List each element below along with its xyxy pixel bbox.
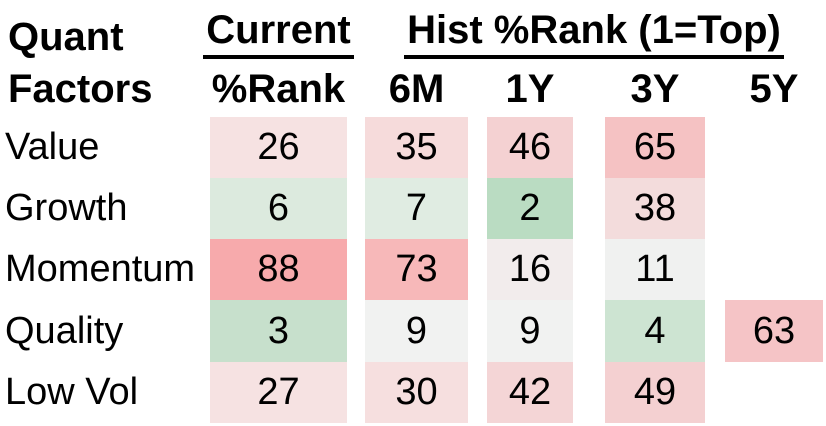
heatmap-cell-momentum-current: 88 — [210, 239, 347, 300]
row-label-value: Value — [5, 126, 100, 168]
hist-group-header-cell: Hist %Rank (1=Top) — [365, 0, 823, 60]
heatmap-cell-quality-3y: 4 — [605, 300, 705, 362]
column-header-1y: 1Y — [505, 66, 555, 111]
hist-group-header: Hist %Rank (1=Top) — [404, 8, 784, 59]
column-header-3y: 3Y — [630, 66, 680, 111]
heatmap-cell-growth-1y: 2 — [487, 178, 573, 239]
heatmap-cell-quality-6m: 9 — [365, 300, 468, 362]
column-header-5y: 5Y — [749, 66, 799, 111]
current-group-header: Current — [203, 8, 354, 59]
heatmap-cell-low-vol-current: 27 — [210, 362, 347, 423]
heatmap-cell-low-vol-3y: 49 — [605, 362, 705, 423]
heatmap-cell-growth-6m: 7 — [365, 178, 468, 239]
column-header-6m: 6M — [388, 66, 445, 111]
heatmap-cell-value-current: 26 — [210, 117, 347, 178]
table-title-line2: Factors — [8, 66, 153, 111]
current-group-header-cell: Current — [203, 0, 354, 60]
heatmap-cell-value-3y: 65 — [605, 117, 705, 178]
heatmap-cell-value-6m: 35 — [365, 117, 468, 178]
heatmap-cell-momentum-3y: 11 — [605, 239, 705, 300]
heatmap-cell-low-vol-1y: 42 — [487, 362, 573, 423]
table-title-line1: Quant — [8, 15, 124, 59]
heatmap-cell-quality-1y: 9 — [487, 300, 573, 362]
heatmap-cell-momentum-1y: 16 — [487, 239, 573, 300]
row-label-quality: Quality — [5, 309, 124, 352]
row-label-growth: Growth — [5, 187, 128, 229]
column-header-current-rank: %Rank — [211, 66, 346, 111]
heatmap-cell-low-vol-6m: 30 — [365, 362, 468, 423]
row-label-low-vol: Low Vol — [5, 371, 139, 413]
heatmap-cell-momentum-6m: 73 — [365, 239, 468, 300]
row-label-momentum: Momentum — [5, 248, 196, 290]
heatmap-cell-growth-current: 6 — [210, 178, 347, 239]
heatmap-cell-quality-current: 3 — [210, 300, 347, 362]
heatmap-cell-value-1y: 46 — [487, 117, 573, 178]
heatmap-cell-quality-5y: 63 — [725, 300, 823, 362]
heatmap-cell-growth-3y: 38 — [605, 178, 705, 239]
